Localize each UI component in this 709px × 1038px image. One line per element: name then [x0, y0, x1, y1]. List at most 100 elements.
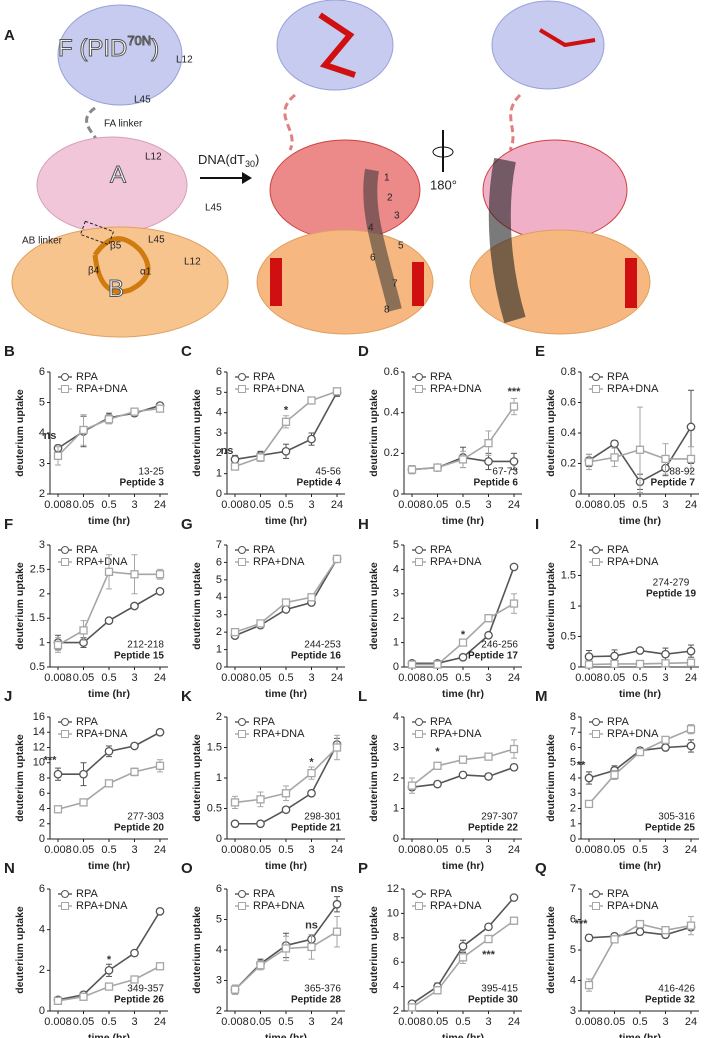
significance: ns — [305, 920, 318, 932]
x-axis-label: time (hr) — [619, 515, 661, 527]
marker — [104, 746, 114, 756]
legend-marker — [61, 558, 69, 566]
x-tick-label: 0.05 — [604, 499, 625, 511]
series-line — [234, 558, 338, 637]
x-tick-label: 0.05 — [73, 1016, 94, 1028]
x-tick-label: 0.5 — [278, 672, 293, 684]
marker — [610, 659, 619, 669]
y-tick-label: 3 — [393, 588, 399, 600]
y-axis-label: deuterium uptake — [368, 734, 380, 822]
legend-marker — [61, 718, 69, 726]
y-tick-label: 4 — [39, 427, 45, 439]
marker — [661, 454, 670, 464]
x-tick-label: 0.008 — [575, 1016, 603, 1028]
marker — [130, 741, 139, 751]
x-tick-label: 0.05 — [73, 499, 94, 511]
residue-range: 365-376 — [304, 984, 341, 995]
x-tick-label: 0.5 — [632, 844, 647, 856]
marker — [635, 747, 645, 757]
x-tick-label: 24 — [154, 1016, 166, 1028]
panel-label: Q — [535, 860, 547, 877]
marker — [332, 387, 342, 396]
panel-label: K — [181, 688, 192, 705]
residue-range: 416-426 — [658, 984, 695, 995]
linker — [283, 93, 296, 151]
marker — [79, 425, 88, 435]
series-line — [411, 748, 515, 787]
y-tick-label: 2 — [570, 802, 576, 814]
legend-marker — [61, 385, 69, 393]
x-tick-label: 0.008 — [44, 672, 72, 684]
y-tick-label: 7 — [570, 883, 576, 895]
y-tick-label: 1 — [570, 818, 576, 830]
legend-label: RPA+DNA — [253, 728, 305, 740]
panel-label: A — [4, 27, 15, 44]
marker — [407, 1003, 417, 1012]
y-tick-label: 5 — [216, 913, 222, 925]
legend-label: RPA+DNA — [430, 900, 482, 912]
legend-label: RPA — [76, 716, 98, 728]
y-tick-label: 1 — [216, 468, 222, 480]
y-axis-label: deuterium uptake — [368, 389, 380, 477]
legend-label: RPA — [607, 371, 629, 383]
chart: I 0 0.5 1 1.5 2 0.008 0.05 0.5 3 24 time (hr) deuter… — [535, 516, 699, 700]
legend-marker — [61, 546, 69, 554]
x-axis-label: time (hr) — [442, 515, 484, 527]
marker — [155, 570, 165, 579]
marker — [509, 893, 519, 902]
chart: D 0 0.2 0.4 0.6 0.008 0.05 0.5 3 24 time (hr) deute… — [358, 343, 522, 527]
marker — [686, 454, 696, 464]
marker — [635, 927, 645, 937]
y-tick-label: 4 — [216, 591, 222, 603]
marker — [307, 593, 316, 602]
y-tick-label: 10 — [33, 757, 45, 769]
legend-marker — [592, 558, 600, 566]
label: 6 — [370, 253, 376, 264]
marker — [584, 980, 594, 990]
highlight — [412, 262, 424, 306]
x-tick-label: 3 — [308, 672, 314, 684]
y-tick-label: 6 — [393, 956, 399, 968]
series-line — [588, 728, 692, 805]
panel-label: N — [4, 860, 15, 877]
x-tick-label: 3 — [662, 499, 668, 511]
marker — [610, 453, 619, 462]
y-tick-label: 2 — [39, 818, 45, 830]
y-tick-label: 7 — [216, 539, 222, 551]
legend-label: RPA — [253, 888, 275, 900]
marker — [53, 805, 63, 814]
x-tick-label: 0.05 — [604, 672, 625, 684]
x-tick-label: 3 — [485, 499, 491, 511]
marker — [509, 562, 519, 572]
y-tick-label: 0 — [39, 833, 45, 845]
x-tick-label: 0.5 — [101, 1016, 116, 1028]
marker — [256, 795, 265, 804]
marker — [584, 933, 594, 943]
chart: O 2 3 4 5 6 0.008 0.05 0.5 3 24 time (hr) deuterium … — [181, 860, 345, 1038]
marker — [79, 626, 88, 635]
residue-range: 244-253 — [304, 640, 341, 651]
x-tick-label: 24 — [685, 499, 697, 511]
x-tick-label: 0.05 — [427, 844, 448, 856]
y-tick-label: 3 — [216, 974, 222, 986]
residue-range: 349-357 — [127, 984, 164, 995]
marker — [307, 942, 316, 952]
legend-marker — [592, 718, 600, 726]
dna — [363, 168, 402, 312]
peptide-label: Peptide 15 — [114, 651, 164, 662]
marker — [281, 417, 291, 426]
panel-label: D — [358, 343, 369, 360]
marker — [610, 770, 619, 780]
marker — [635, 919, 645, 929]
legend-marker — [415, 890, 423, 898]
significance: *** — [575, 918, 589, 930]
label: L45 — [134, 95, 151, 106]
label: 4 — [368, 223, 374, 234]
x-tick-label: 0.008 — [221, 499, 249, 511]
x-tick-label: 3 — [662, 844, 668, 856]
y-tick-label: 16 — [33, 711, 45, 723]
legend-marker — [415, 902, 423, 910]
y-tick-label: 0.4 — [561, 427, 576, 439]
legend-label: RPA — [76, 371, 98, 383]
marker — [104, 567, 114, 576]
